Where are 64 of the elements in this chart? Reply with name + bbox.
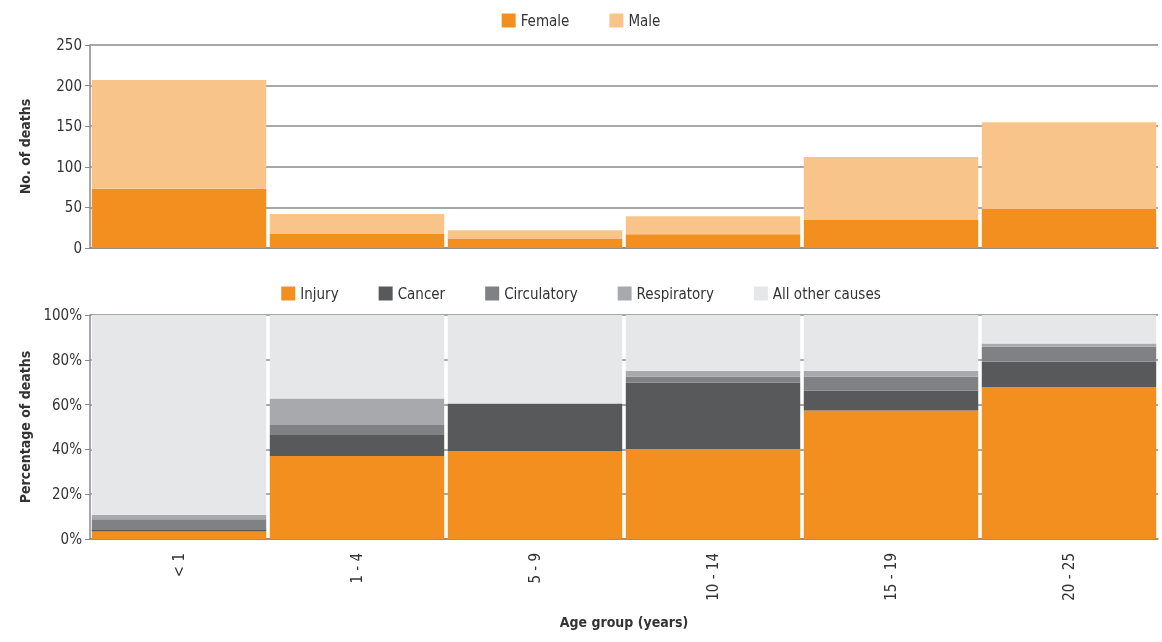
y-tick-label: 0% xyxy=(60,530,83,548)
y-tick-label: 100 xyxy=(56,157,82,176)
y-tick-label: 40% xyxy=(52,440,83,459)
bar xyxy=(803,390,979,411)
bar xyxy=(447,403,623,452)
y-axis-title: Percentage of deaths xyxy=(17,350,33,504)
bar xyxy=(91,315,267,515)
bar xyxy=(269,424,445,436)
bar xyxy=(625,370,801,377)
bar xyxy=(91,79,267,189)
bar xyxy=(269,455,445,539)
x-tick-label: 5 - 9 xyxy=(526,553,544,584)
legend-label: Female xyxy=(520,11,570,30)
bar xyxy=(447,239,623,248)
bar xyxy=(981,122,1157,210)
bar xyxy=(625,382,801,449)
y-tick-label: 200 xyxy=(56,76,82,95)
bar xyxy=(269,233,445,248)
bar xyxy=(803,370,979,377)
legend-label: Male xyxy=(628,11,661,30)
y-tick-label: 0 xyxy=(73,239,82,257)
legend-label: Circulatory xyxy=(504,284,578,303)
legend-label: Injury xyxy=(300,284,339,303)
y-tick-label: 80% xyxy=(52,350,83,369)
y-tick-label: 150 xyxy=(56,117,82,136)
bar xyxy=(981,209,1157,248)
legend-label: All other causes xyxy=(772,284,881,303)
y-tick-label: 50 xyxy=(64,198,82,217)
legend-label: Cancer xyxy=(397,284,446,303)
y-axis-title: No. of deaths xyxy=(17,98,33,195)
y-tick-label: 20% xyxy=(52,485,83,504)
bar xyxy=(447,230,623,240)
bar xyxy=(269,315,445,399)
bar xyxy=(981,361,1157,387)
bar xyxy=(803,376,979,391)
bar xyxy=(625,448,801,539)
bar xyxy=(625,315,801,371)
x-tick-label: 20 - 25 xyxy=(1060,553,1078,601)
x-tick-label: 1 - 4 xyxy=(348,553,366,584)
bar xyxy=(625,234,801,248)
x-tick-label: 10 - 14 xyxy=(704,553,722,601)
x-tick-label: < 1 xyxy=(170,553,188,578)
bar xyxy=(91,531,267,539)
bar xyxy=(981,315,1157,344)
bar xyxy=(91,529,267,532)
y-tick-label: 250 xyxy=(56,36,82,54)
bar xyxy=(803,315,979,371)
bar xyxy=(981,386,1157,539)
bar xyxy=(91,188,267,248)
bar xyxy=(447,315,623,404)
bar xyxy=(447,451,623,539)
bar xyxy=(269,435,445,456)
bar xyxy=(803,410,979,539)
bar xyxy=(269,398,445,425)
x-axis-title: Age group (years) xyxy=(559,614,689,630)
y-tick-label: 60% xyxy=(52,395,83,414)
bar xyxy=(269,213,445,234)
bar xyxy=(981,343,1157,347)
bar xyxy=(803,219,979,248)
y-tick-label: 100% xyxy=(43,306,83,324)
bar xyxy=(625,216,801,235)
bar xyxy=(803,157,979,220)
legend-label: Respiratory xyxy=(636,284,714,303)
x-tick-label: 15 - 19 xyxy=(882,553,900,601)
